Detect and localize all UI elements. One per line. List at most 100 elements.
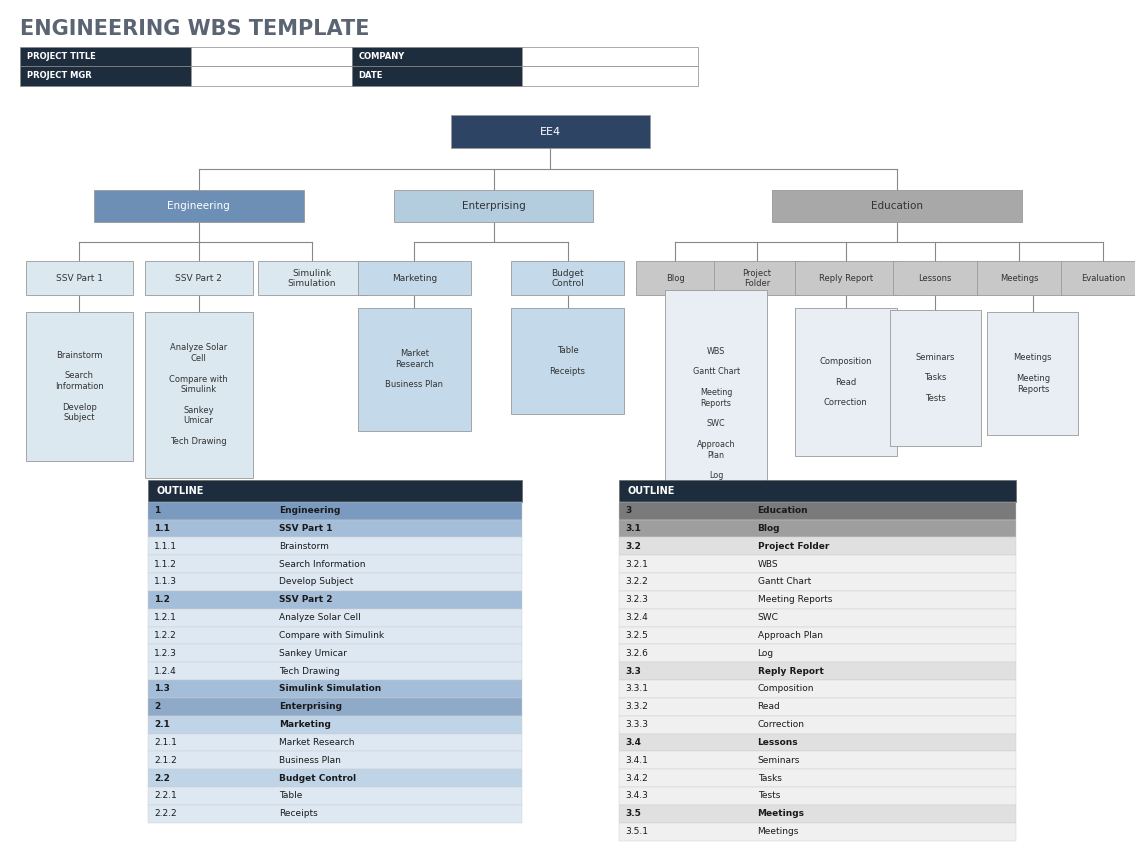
Bar <box>20 66 191 86</box>
Text: 3.3.1: 3.3.1 <box>625 684 648 694</box>
Text: Meeting Reports: Meeting Reports <box>758 595 832 604</box>
Bar <box>148 751 522 769</box>
Text: 2.2.1: 2.2.1 <box>154 791 177 801</box>
Text: SSV Part 1: SSV Part 1 <box>279 524 333 533</box>
Bar <box>148 662 522 680</box>
Text: Education: Education <box>871 201 923 211</box>
Text: PROJECT TITLE: PROJECT TITLE <box>27 52 96 61</box>
Text: COMPANY: COMPANY <box>359 52 405 61</box>
Bar <box>148 680 522 698</box>
Text: Budget Control: Budget Control <box>279 773 355 783</box>
Text: Tests: Tests <box>758 791 780 801</box>
Text: Table: Table <box>279 791 302 801</box>
Text: ENGINEERING WBS TEMPLATE: ENGINEERING WBS TEMPLATE <box>20 19 370 39</box>
Text: 3.4.3: 3.4.3 <box>625 791 648 801</box>
Text: Sankey Umicar: Sankey Umicar <box>279 649 346 658</box>
Text: Brainstorm: Brainstorm <box>279 542 328 551</box>
Text: OUTLINE: OUTLINE <box>157 486 204 496</box>
Bar <box>148 698 522 716</box>
Bar <box>26 312 134 460</box>
Text: Seminars

Tasks

Tests: Seminars Tasks Tests <box>916 352 955 403</box>
Bar <box>619 734 1016 751</box>
Text: 1.2.3: 1.2.3 <box>154 649 177 658</box>
Bar <box>395 190 592 222</box>
Bar <box>148 573 522 591</box>
Bar <box>619 537 1016 555</box>
Bar <box>619 480 1016 502</box>
Bar <box>148 537 522 555</box>
Text: Blog: Blog <box>758 524 780 533</box>
Text: Market
Research

Business Plan: Market Research Business Plan <box>385 349 444 390</box>
Bar <box>191 66 352 86</box>
Text: Evaluation: Evaluation <box>1081 274 1126 283</box>
Text: Lessons: Lessons <box>918 274 952 283</box>
Bar <box>522 66 698 86</box>
Text: Brainstorm

Search
Information

Develop
Subject: Brainstorm Search Information Develop Su… <box>56 351 103 422</box>
Bar <box>511 261 624 295</box>
Text: Reply Report: Reply Report <box>758 666 824 676</box>
Bar <box>715 261 800 295</box>
Text: 3.4.2: 3.4.2 <box>625 773 648 783</box>
Bar <box>148 609 522 627</box>
Bar <box>20 47 191 66</box>
Text: Log: Log <box>758 649 774 658</box>
Text: 2.2: 2.2 <box>154 773 170 783</box>
Bar <box>352 47 522 66</box>
Bar <box>148 627 522 644</box>
Text: Budget
Control: Budget Control <box>552 269 583 288</box>
Bar <box>148 644 522 662</box>
Text: 1.1.1: 1.1.1 <box>154 542 177 551</box>
Text: 1.3: 1.3 <box>154 684 170 694</box>
Text: 3.5.1: 3.5.1 <box>625 827 648 836</box>
Text: OUTLINE: OUTLINE <box>628 486 675 496</box>
Text: Seminars: Seminars <box>758 756 800 765</box>
Bar <box>619 716 1016 734</box>
Bar <box>619 823 1016 841</box>
Text: Simulink Simulation: Simulink Simulation <box>279 684 381 694</box>
Bar <box>451 115 649 148</box>
Bar <box>619 502 1016 520</box>
Text: Tech Drawing: Tech Drawing <box>279 666 339 676</box>
Text: Reply Report: Reply Report <box>818 274 873 283</box>
Bar <box>976 261 1062 295</box>
Text: Correction: Correction <box>758 720 805 729</box>
Bar <box>522 47 698 66</box>
Text: 1.2: 1.2 <box>154 595 170 604</box>
Text: Engineering: Engineering <box>279 506 340 515</box>
Bar <box>148 769 522 787</box>
Text: 2: 2 <box>154 702 161 711</box>
Bar <box>619 609 1016 627</box>
Bar <box>893 261 978 295</box>
Bar <box>619 591 1016 609</box>
Text: 1.1.3: 1.1.3 <box>154 577 177 587</box>
Text: 1.1.2: 1.1.2 <box>154 559 177 569</box>
Bar <box>191 47 352 66</box>
Text: Read: Read <box>758 702 781 711</box>
Text: SSV Part 2: SSV Part 2 <box>175 274 222 283</box>
Bar <box>145 261 253 295</box>
Text: Lessons: Lessons <box>758 738 798 747</box>
Bar <box>636 261 715 295</box>
Bar <box>26 261 134 295</box>
Bar <box>794 308 897 457</box>
Text: 2.1.1: 2.1.1 <box>154 738 177 747</box>
Text: Analyze Solar
Cell

Compare with
Simulink

Sankey
Umicar

Tech Drawing: Analyze Solar Cell Compare with Simulink… <box>169 344 228 446</box>
Bar <box>259 261 365 295</box>
Text: Marketing: Marketing <box>279 720 330 729</box>
Text: 3.3.3: 3.3.3 <box>625 720 648 729</box>
Text: Receipts: Receipts <box>279 809 318 818</box>
Text: 3: 3 <box>625 506 632 515</box>
Text: Business Plan: Business Plan <box>279 756 340 765</box>
Text: 3.4.1: 3.4.1 <box>625 756 648 765</box>
Bar <box>619 627 1016 644</box>
Text: Project Folder: Project Folder <box>758 542 829 551</box>
Bar <box>619 662 1016 680</box>
Bar <box>619 787 1016 805</box>
Bar <box>619 805 1016 823</box>
Text: Meetings: Meetings <box>758 809 805 818</box>
Bar <box>148 502 522 520</box>
Text: 1.2.1: 1.2.1 <box>154 613 177 622</box>
Text: Develop Subject: Develop Subject <box>279 577 353 587</box>
Text: Project
Folder: Project Folder <box>742 269 772 288</box>
Bar <box>794 261 897 295</box>
